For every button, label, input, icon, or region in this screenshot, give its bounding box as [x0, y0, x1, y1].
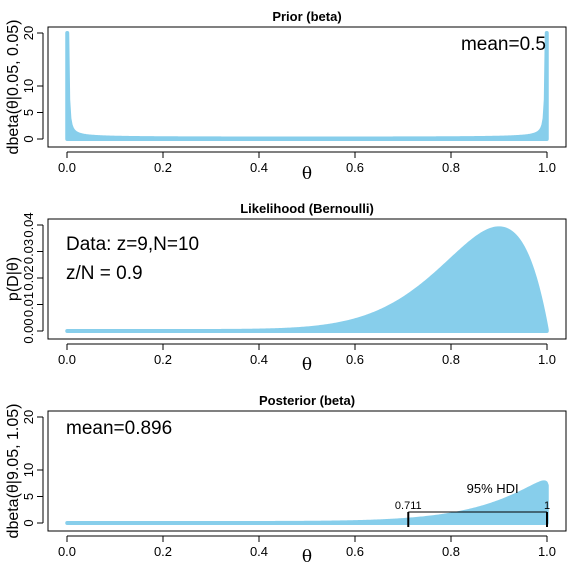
x-tick-label: 0.6: [346, 544, 364, 559]
y-tick-label: 5: [21, 109, 36, 116]
prior-title: Prior (beta): [272, 9, 341, 24]
hdi-high-label: 1: [544, 500, 550, 512]
hdi-low-label: 0.711: [395, 500, 422, 512]
posterior-mean-annotation: mean=0.896: [66, 418, 172, 439]
x-tick-label: 0.8: [442, 352, 460, 367]
x-tick-label: 1.0: [538, 544, 556, 559]
posterior-plot-box: [47, 410, 567, 532]
x-tick-label: 0.4: [250, 352, 268, 367]
likelihood-x-label: θ: [302, 355, 312, 375]
y-tick-label: 20: [21, 26, 36, 40]
likelihood-y-label: p(D|θ): [5, 257, 22, 301]
x-tick-label: 0.2: [154, 160, 172, 175]
x-tick-label: 1.0: [538, 160, 556, 175]
y-tick-label: 10: [21, 79, 36, 93]
x-tick-label: 0.8: [442, 544, 460, 559]
y-tick-label: 0.00: [21, 318, 36, 343]
y-tick-label: 0.02: [21, 265, 36, 290]
prior-density-area: [65, 31, 549, 141]
prior-mean-annotation: mean=0.5: [461, 34, 546, 55]
likelihood-panel: Likelihood (Bernoulli) 0.0 0.2 0.4 0.6 0.8 1.…: [5, 201, 567, 375]
likelihood-plot-box: [47, 218, 567, 340]
posterior-density-area: [65, 480, 549, 525]
y-tick-label: 0: [21, 135, 36, 142]
prior-axes: 0.0 0.2 0.4 0.6 0.8 1.0 0 5 10 20: [21, 26, 556, 175]
prior-y-label: dbeta(θ|0.05, 0.05): [5, 20, 22, 155]
x-tick-label: 0.4: [250, 544, 268, 559]
x-tick-label: 0.4: [250, 160, 268, 175]
x-tick-label: 0.0: [58, 544, 76, 559]
posterior-hdi: 95% HDI 0.711 1: [395, 481, 550, 527]
y-tick-label: 0.04: [21, 212, 36, 237]
prior-x-label: θ: [302, 164, 312, 184]
x-tick-label: 0.8: [442, 160, 460, 175]
y-tick-label: 10: [21, 463, 36, 477]
y-tick-label: 0.03: [21, 239, 36, 264]
posterior-y-label: dbeta(θ|9.05, 1.05): [5, 404, 22, 539]
likelihood-title: Likelihood (Bernoulli): [240, 201, 374, 216]
posterior-panel: Posterior (beta) 0.0 0.2 0.4 0.6 0.8 1.0 0 5 10 2…: [5, 393, 567, 567]
y-tick-label: 0.01: [21, 292, 36, 317]
posterior-title: Posterior (beta): [259, 393, 355, 408]
x-tick-label: 0.2: [154, 544, 172, 559]
x-tick-label: 0.0: [58, 352, 76, 367]
y-tick-label: 5: [21, 493, 36, 500]
y-tick-label: 0: [21, 519, 36, 526]
x-tick-label: 0.2: [154, 352, 172, 367]
y-tick-label: 20: [21, 410, 36, 424]
likelihood-data-annotation: Data: z=9,N=10: [66, 234, 199, 255]
hdi-label: 95% HDI: [467, 481, 519, 496]
x-tick-label: 0.0: [58, 160, 76, 175]
x-tick-label: 0.6: [346, 352, 364, 367]
posterior-x-label: θ: [302, 547, 312, 567]
likelihood-area: [65, 226, 549, 333]
likelihood-ratio-annotation: z/N = 0.9: [66, 263, 143, 284]
x-tick-label: 1.0: [538, 352, 556, 367]
x-tick-label: 0.6: [346, 160, 364, 175]
posterior-axes: 0.0 0.2 0.4 0.6 0.8 1.0 0 5 10 20: [21, 410, 556, 559]
likelihood-axes: 0.0 0.2 0.4 0.6 0.8 1.0 0.000.01 0.020.03 0.04: [21, 212, 556, 367]
prior-plot-box: [47, 26, 567, 148]
